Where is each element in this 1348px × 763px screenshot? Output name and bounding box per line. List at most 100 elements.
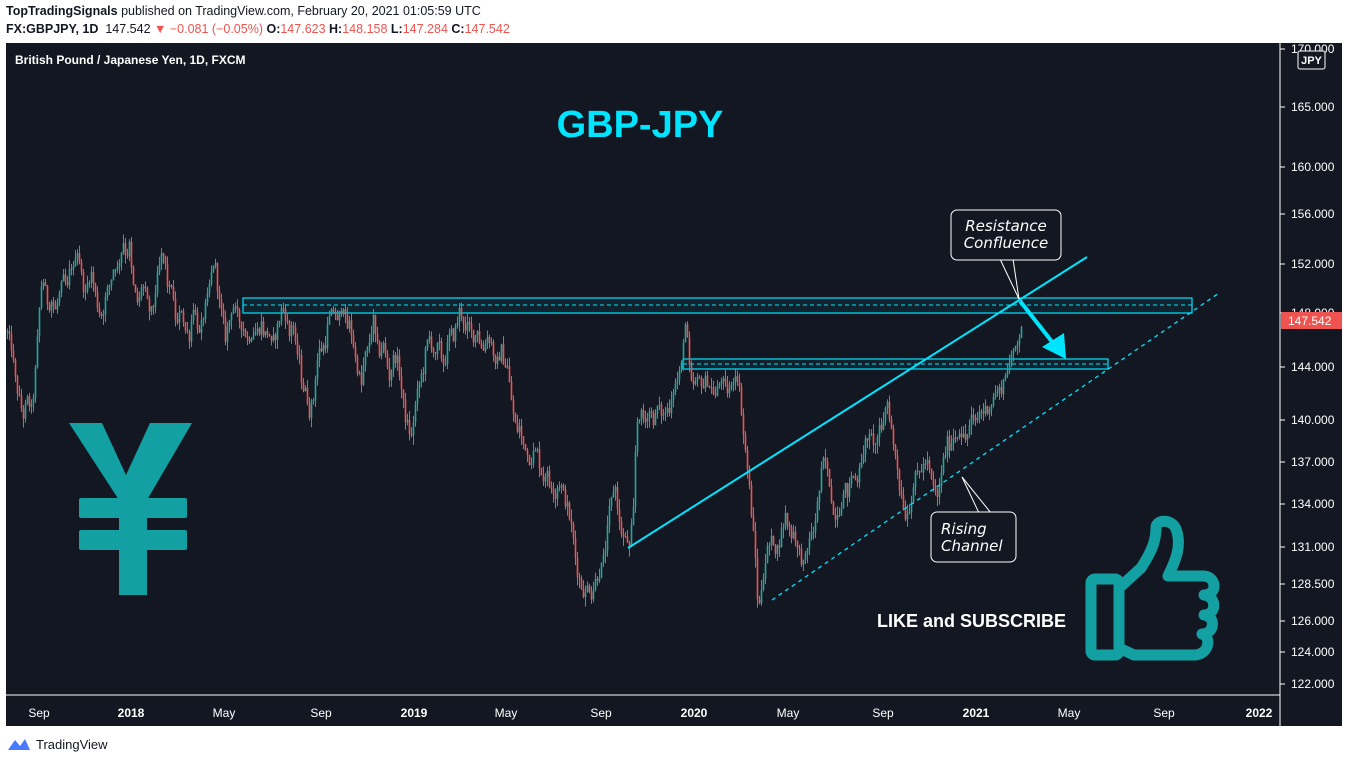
ytick-label: 152.000 [1291, 257, 1335, 271]
candle-body [284, 309, 287, 321]
xtick-label: 2021 [963, 706, 990, 720]
last-price-marker: 147.542 [1281, 312, 1342, 329]
rising-channel-callout[interactable]: Rising Channel [930, 476, 1017, 563]
candle-body [726, 382, 729, 394]
close-label: C: [451, 22, 465, 36]
candle-body [268, 334, 271, 337]
candle-body [416, 388, 419, 405]
candle-body [144, 286, 147, 289]
candle-body [820, 467, 823, 491]
candle-body [358, 372, 361, 374]
candle-body [452, 328, 455, 342]
candle-body [902, 495, 905, 510]
candle-body [524, 444, 527, 450]
candle-body [760, 589, 763, 604]
candlestick-series[interactable] [6, 234, 1023, 608]
publisher-name[interactable]: TopTradingSignals [6, 4, 118, 18]
last-price-box [1281, 312, 1342, 329]
tradingview-logo[interactable]: TradingView [6, 736, 108, 752]
candle-body [372, 314, 375, 334]
candle-body [568, 502, 571, 520]
candle-body [904, 509, 907, 520]
candle-body [548, 470, 551, 486]
candle-body [1006, 370, 1009, 376]
candle-body [112, 269, 115, 280]
candle-body [274, 334, 277, 340]
candle-body [906, 513, 909, 520]
candle-body [278, 321, 281, 324]
candle-body [400, 376, 403, 390]
candle-body [646, 418, 649, 422]
candle-body [332, 309, 335, 312]
candle-body [544, 476, 547, 482]
ohlc-header: FX:GBPJPY, 1D 147.542 ▼ −0.081 (−0.05%) … [6, 22, 510, 36]
candle-body [636, 421, 639, 452]
candle-body [1002, 379, 1005, 395]
candle-body [48, 304, 51, 311]
candle-body [874, 443, 877, 445]
candle-body [648, 411, 651, 419]
candle-body [952, 437, 955, 444]
candle-body [346, 314, 349, 329]
chart-svg[interactable]: British Pound / Japanese Yen, 1D, FXCM G… [6, 43, 1342, 726]
down-arrow [1018, 299, 1066, 359]
candle-body [924, 463, 927, 465]
candle-body [510, 381, 513, 401]
candle-body [614, 487, 617, 492]
candle-body [526, 449, 529, 455]
high-value: 148.158 [342, 22, 388, 36]
candle-body [796, 541, 799, 548]
candle-body [848, 483, 851, 498]
candle-body [348, 320, 351, 329]
ytick-label: 140.000 [1291, 413, 1335, 427]
candle-body [380, 350, 383, 357]
candle-body [236, 306, 239, 310]
candle-body [38, 307, 41, 336]
candle-body [786, 512, 789, 525]
candle-body [260, 321, 263, 335]
chart-panel[interactable]: British Pound / Japanese Yen, 1D, FXCM G… [6, 43, 1342, 726]
candle-body [656, 405, 659, 414]
candle-body [930, 468, 933, 479]
trendline-resistance[interactable] [627, 256, 1088, 549]
candle-body [732, 382, 735, 385]
candle-body [412, 422, 415, 436]
cta-text[interactable]: LIKE and SUBSCRIBE [877, 611, 1066, 631]
candle-body [944, 455, 947, 457]
candle-body [196, 312, 199, 329]
candle-body [520, 426, 523, 437]
candle-body [678, 370, 681, 380]
resistance-zone-upper[interactable] [242, 297, 1193, 314]
candle-body [690, 364, 693, 381]
time-axis[interactable]: Sep 2018 May Sep 2019 May Sep 2020 May Sep 2021 May… [28, 706, 1272, 720]
candle-body [610, 497, 613, 506]
candle-body [250, 338, 253, 342]
candle-body [626, 536, 629, 543]
candle-body [956, 437, 959, 439]
candle-body [158, 264, 161, 273]
candle-body [688, 337, 691, 365]
candle-body [644, 417, 647, 422]
candle-body [456, 322, 459, 327]
candle-body [464, 324, 467, 331]
candle-body [142, 286, 145, 288]
candle-body [730, 384, 733, 390]
thumbs-up-icon[interactable] [1085, 515, 1220, 661]
candle-body [148, 298, 151, 312]
candle-body [40, 286, 43, 308]
candle-body [996, 390, 999, 394]
candle-body [1018, 338, 1021, 345]
candle-body [36, 335, 39, 368]
candle-body [468, 321, 471, 324]
candle-body [192, 309, 195, 321]
candle-body [52, 301, 55, 306]
resistance-zone-lower[interactable] [682, 358, 1109, 370]
callout-pointer [961, 476, 980, 514]
candle-body [24, 403, 27, 419]
price-axis[interactable]: 170.000165.000160.000156.000152.000148.0… [1280, 43, 1335, 691]
candle-body [176, 319, 179, 323]
candle-body [836, 515, 839, 520]
candle-body [698, 377, 701, 379]
resistance-confluence-callout[interactable]: Resistance Confluence [950, 209, 1062, 300]
rising-channel-line[interactable] [771, 292, 1220, 601]
